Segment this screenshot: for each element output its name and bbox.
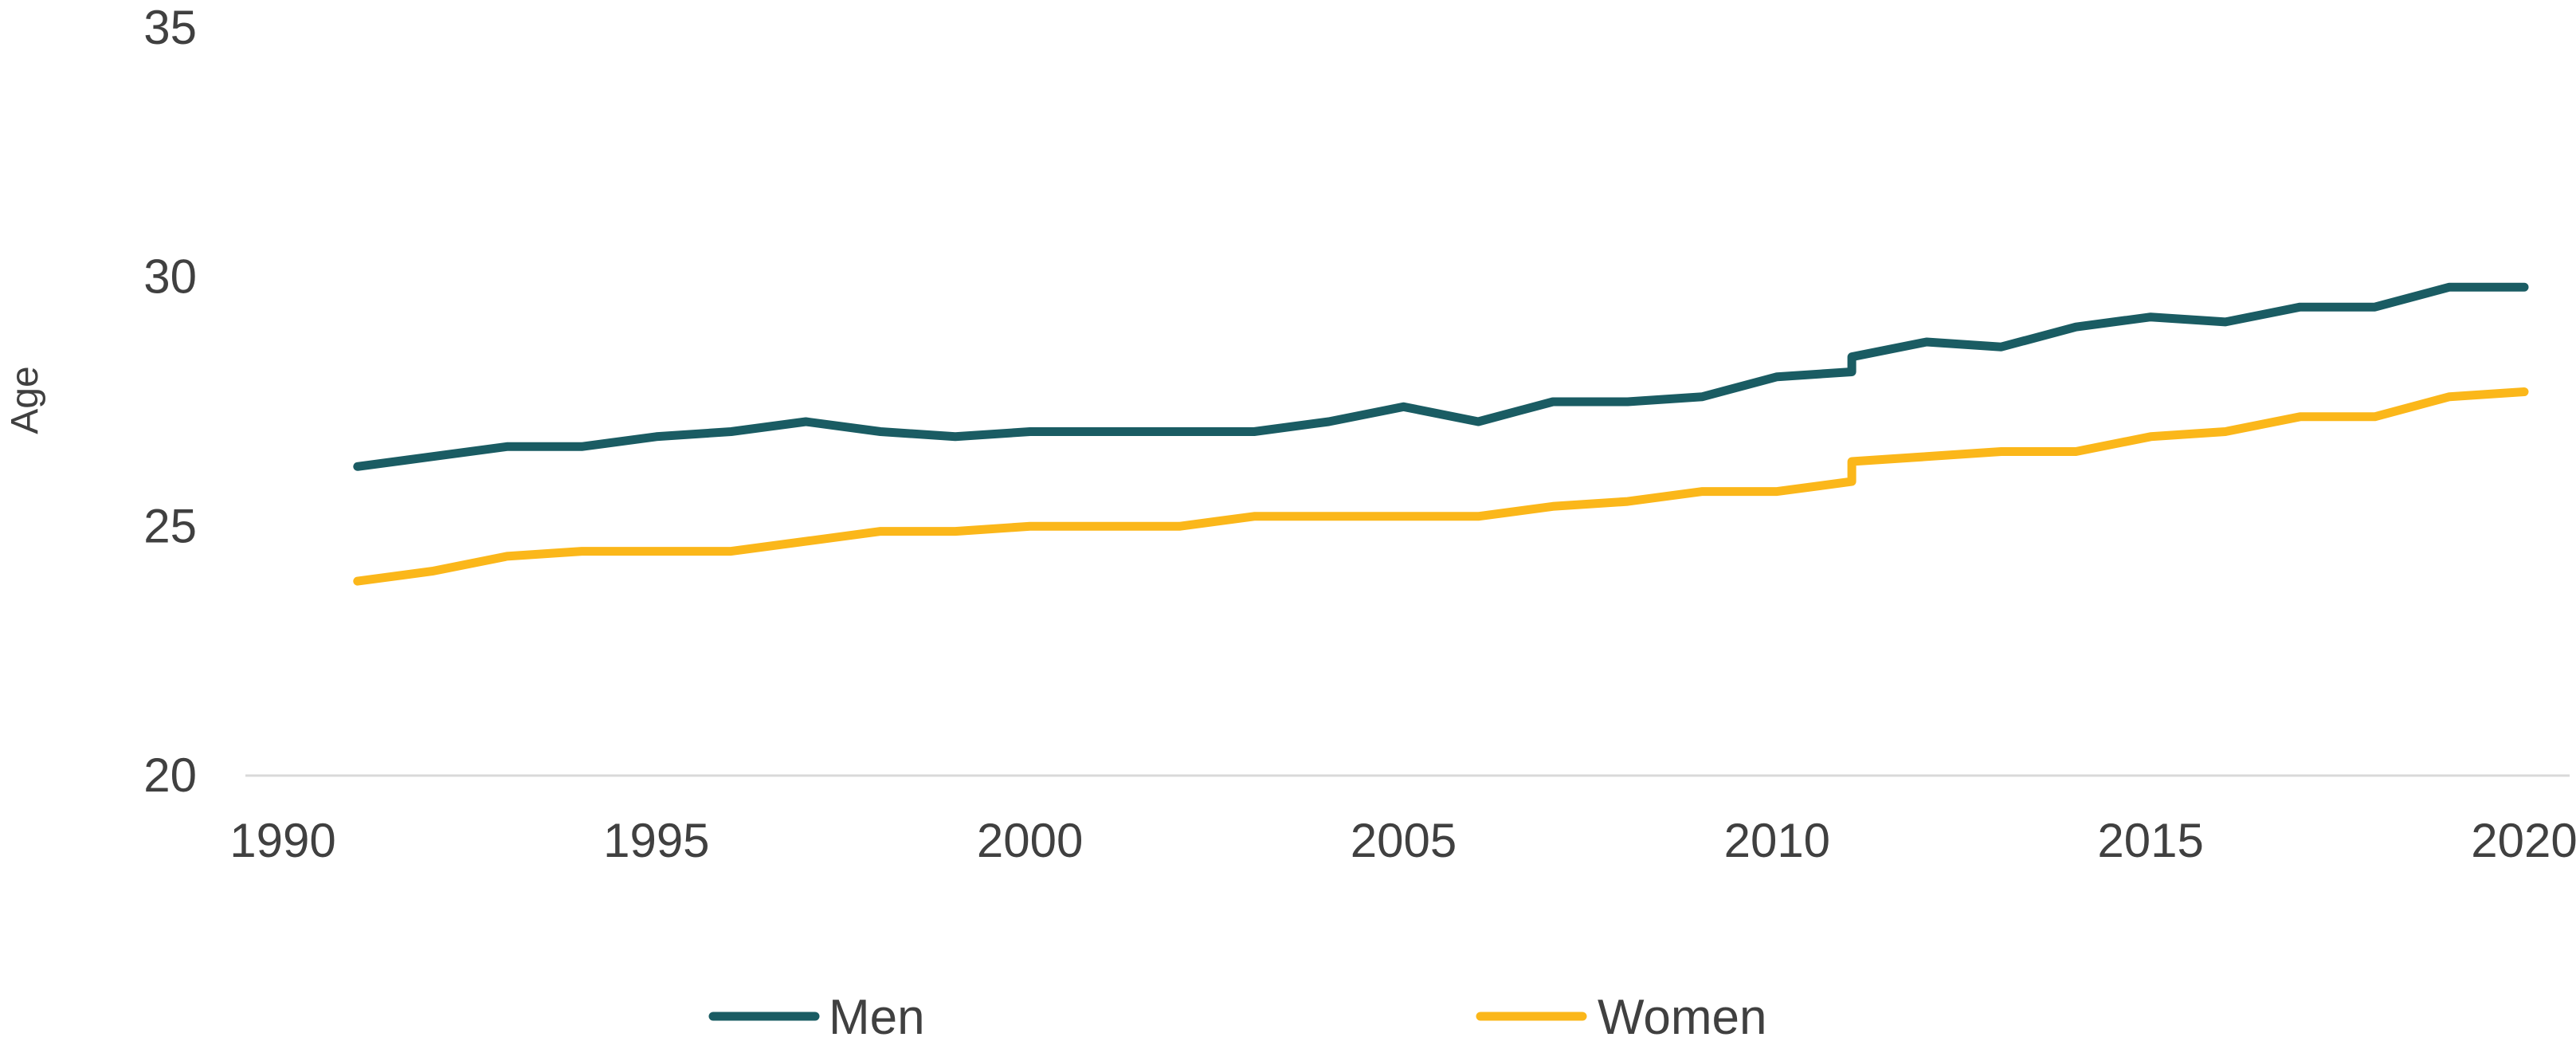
legend-label-men: Men (829, 990, 925, 1045)
x-tick-label: 2010 (1724, 814, 1830, 867)
x-tick-label: 1990 (229, 814, 335, 867)
x-tick-label: 2000 (977, 814, 1083, 867)
legend: Men Women (708, 990, 1767, 1045)
y-tick-label: 30 (143, 250, 197, 304)
x-tick-label: 1995 (603, 814, 709, 867)
y-tick-label: 20 (143, 748, 197, 802)
y-tick-label: 35 (143, 1, 197, 54)
y-tick-labels: 20 25 30 35 (143, 1, 197, 802)
x-tick-label: 2015 (2097, 814, 2203, 867)
series-lines (353, 282, 2529, 586)
series-line-men (353, 282, 2529, 471)
y-tick-label: 25 (143, 499, 197, 552)
x-tick-labels: 1990 1995 2000 2005 2010 2015 2020 (229, 814, 2576, 867)
series-line-women (353, 387, 2529, 586)
x-tick-label: 2005 (1351, 814, 1457, 867)
x-tick-label: 2020 (2471, 814, 2576, 867)
legend-label-women: Women (1598, 990, 1767, 1045)
y-axis-label: Age (4, 366, 46, 434)
